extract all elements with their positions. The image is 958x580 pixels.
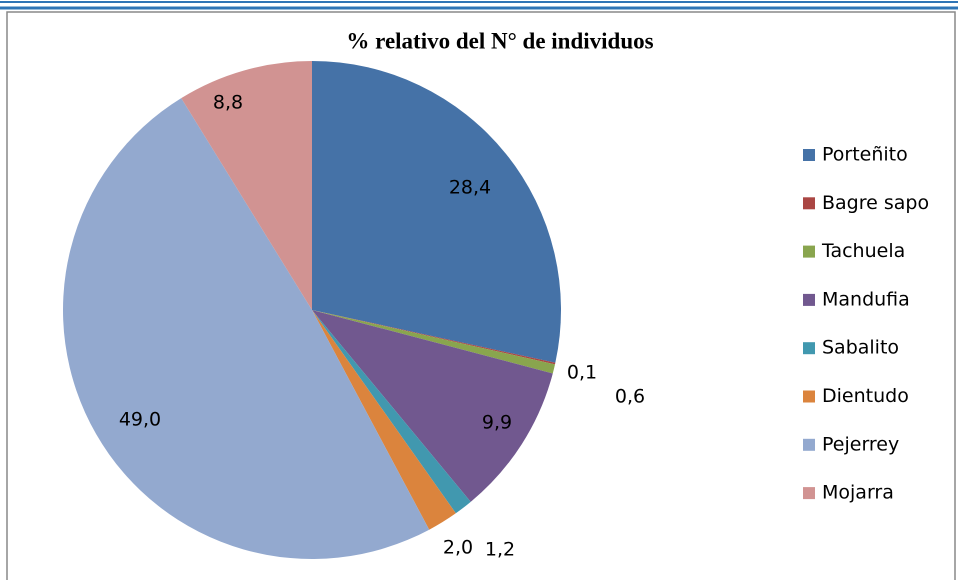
legend-label: Mandufia [822,288,910,310]
legend-label: Pejerrey [822,433,899,455]
pie-slice [312,61,561,363]
data-label: 9,9 [482,412,512,434]
pie-slice [312,310,471,514]
data-label: 0,1 [567,362,597,384]
pie-slice [181,61,312,310]
legend-label: Mojarra [822,482,894,504]
data-label: 49,0 [119,409,161,431]
data-label: 1,2 [485,539,515,561]
chart-title: % relativo del N° de individuos [346,28,653,53]
legend-label: Porteñito [822,144,908,166]
pie-slice [312,310,456,530]
chart-frame [6,11,956,580]
data-label: 2,0 [443,537,473,559]
legend-swatch [803,293,815,306]
pie-slice [312,310,553,502]
legend-swatch [803,149,815,161]
legend-swatch [803,438,815,451]
legend-swatch [803,245,815,258]
legend-label: Tachuela [821,240,905,262]
legend-swatch [803,390,815,403]
legend-label: Bagre sapo [822,192,929,214]
data-label: 28,4 [449,177,491,199]
pie-slice [63,98,430,559]
legend-swatch [803,342,815,355]
data-label: 0,6 [615,386,645,408]
pie-slice [312,310,556,374]
pie-slice [312,310,556,365]
legend-label: Sabalito [822,337,899,359]
legend-label: Dientudo [822,385,909,407]
data-label: 8,8 [213,92,243,114]
legend-swatch [803,197,815,210]
legend-swatch [803,487,815,500]
